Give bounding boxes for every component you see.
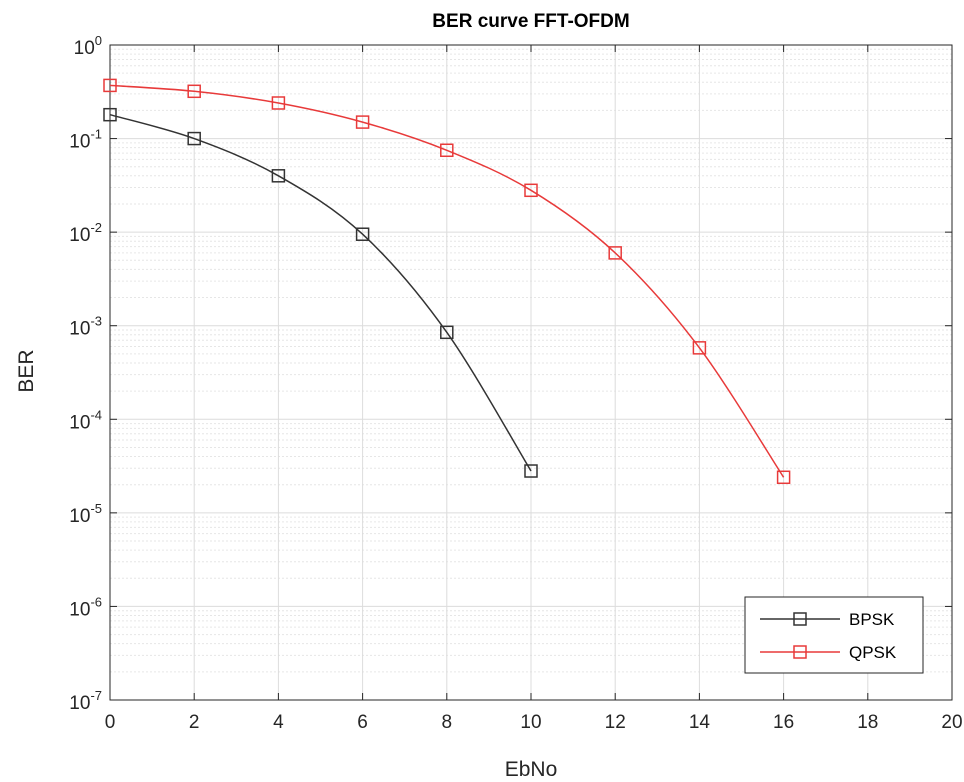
y-tick-label: 10-5 [69,501,102,527]
x-tick-label: 20 [941,712,962,733]
x-tick-label: 0 [105,712,116,733]
y-tick-label: 10-6 [69,594,102,620]
x-tick-label: 14 [689,712,711,733]
x-axis-label: EbNo [505,758,558,781]
data-point-bpsk [355,227,370,241]
x-tick-label: 6 [357,712,368,733]
data-point-qpsk [355,115,370,129]
data-point-qpsk [440,143,454,158]
data-point-qpsk [103,78,117,93]
legend-marker-qpsk [793,645,807,659]
data-point-qpsk [608,246,622,260]
data-point-qpsk [692,341,707,355]
data-point-bpsk [187,131,201,146]
x-tick-label: 2 [189,712,200,733]
x-tick-label: 12 [605,712,626,733]
legend-label-qpsk: QPSK [849,643,897,662]
x-tick-label: 8 [442,712,453,733]
x-tick-label: 4 [273,712,284,733]
x-tick-label: 18 [857,712,878,733]
data-point-bpsk [103,107,117,122]
x-tick-label: 10 [520,712,541,733]
data-point-bpsk [271,169,286,183]
series-line-bpsk [109,113,532,472]
y-tick-label: 10-7 [69,688,102,714]
data-point-qpsk [187,84,201,99]
y-tick-label: 10-3 [69,314,102,340]
series-line-qpsk [109,84,785,478]
data-point-qpsk [776,470,791,485]
chart-title: BER curve FFT-OFDM [432,11,629,32]
legend-marker-bpsk [793,612,807,626]
data-point-bpsk [524,464,538,478]
data-point-qpsk [271,96,286,110]
y-axis-label: BER [15,349,38,392]
legend-box [744,596,924,674]
y-tick-label: 10-2 [69,220,102,246]
y-tick-label: 10-4 [69,407,102,433]
y-tick-label: 100 [74,33,102,59]
legend: BPSK QPSK [744,596,924,674]
x-tick-label: 16 [773,712,794,733]
y-tick-label: 10-1 [69,127,102,153]
legend-label-bpsk: BPSK [849,610,895,629]
data-point-qpsk [524,183,538,198]
data-point-bpsk [440,325,454,340]
